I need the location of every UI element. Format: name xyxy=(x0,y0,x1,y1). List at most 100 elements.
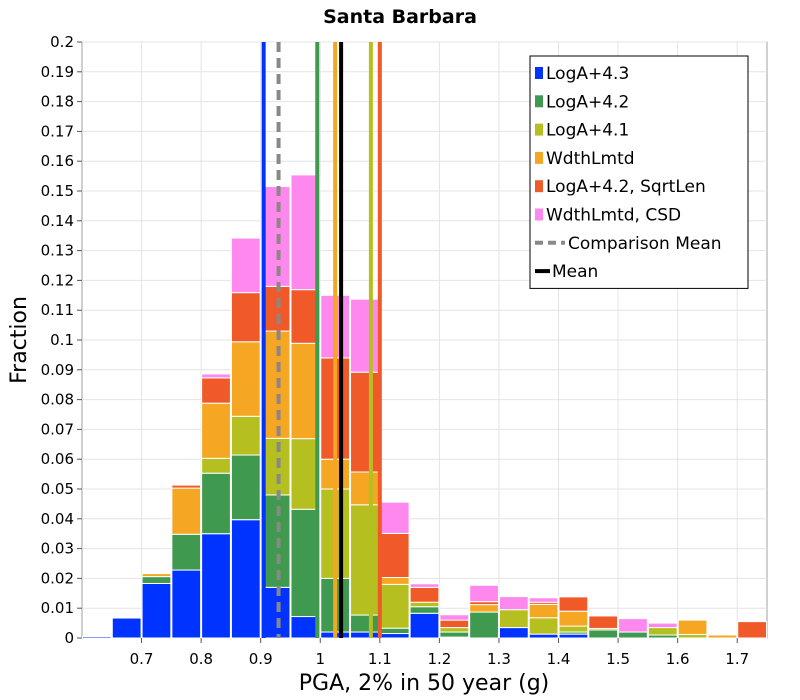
bar-segment xyxy=(201,457,231,474)
bar-segment xyxy=(111,617,142,639)
x-tick-label: 1.1 xyxy=(368,650,392,668)
y-tick-label: 0.05 xyxy=(41,480,74,498)
y-tick-label: 0.14 xyxy=(41,212,74,230)
bar-segment xyxy=(409,583,440,588)
bar-segment xyxy=(707,634,738,639)
y-tick-label: 0.11 xyxy=(41,301,74,319)
bar-segment xyxy=(230,292,261,343)
bar-segment xyxy=(350,371,380,473)
bar-segment xyxy=(588,615,619,629)
y-tick-label: 0.1 xyxy=(50,331,74,349)
bar-segment xyxy=(171,533,202,571)
legend-swatch xyxy=(535,67,543,79)
bar-segment xyxy=(230,519,261,639)
legend-label: WdthLmtd, CSD xyxy=(546,206,681,226)
bar-segment xyxy=(409,606,440,614)
x-tick-label: 1.2 xyxy=(427,650,451,668)
bar-segment xyxy=(260,437,291,496)
bar-segment xyxy=(290,289,321,344)
y-tick-label: 0.06 xyxy=(41,450,74,468)
bar-segment xyxy=(201,472,231,535)
bar-segment xyxy=(260,186,291,287)
y-tick-label: 0.12 xyxy=(41,271,74,289)
bar-segment xyxy=(82,636,112,639)
legend-label: LogA+4.2, SqrtLen xyxy=(546,177,706,197)
x-tick-label: 1.5 xyxy=(606,650,630,668)
x-axis-ticks: 0.7 0.8 0.9 1 1.1 1.2 1.3 1.4 1.5 1.6 1.7 xyxy=(130,638,749,668)
y-tick-label: 0.07 xyxy=(41,420,74,438)
legend-swatch xyxy=(535,95,543,108)
bar-segment xyxy=(379,577,410,585)
bar-segment xyxy=(379,627,410,635)
bar-segment xyxy=(201,402,231,459)
bar-segment xyxy=(588,629,619,639)
bar-segment xyxy=(201,373,231,379)
bar-segment xyxy=(558,625,589,633)
bar-segment xyxy=(409,586,440,603)
legend-box xyxy=(529,55,749,289)
bar-segment xyxy=(618,631,648,639)
bar-segment xyxy=(379,532,410,579)
bar-segment xyxy=(350,631,380,639)
bar-segment xyxy=(618,618,648,633)
bar-segment xyxy=(290,508,321,618)
legend-swatch xyxy=(535,208,543,221)
y-tick-label: 0.08 xyxy=(41,391,74,409)
bar-segment xyxy=(528,603,559,619)
legend-label: LogA+4.3 xyxy=(546,64,629,84)
bar-segment xyxy=(409,601,440,608)
y-tick-label: 0 xyxy=(64,629,74,647)
legend-label: LogA+4.1 xyxy=(546,121,629,141)
y-tick-label: 0.17 xyxy=(41,122,74,140)
bar-segment xyxy=(439,627,470,633)
bar-segment xyxy=(141,573,172,578)
legend-label: LogA+4.2 xyxy=(546,92,629,112)
bar-segment xyxy=(558,596,589,612)
y-tick-label: 0.2 xyxy=(50,33,74,51)
bar-segment xyxy=(469,604,499,613)
y-tick-label: 0.13 xyxy=(41,242,74,260)
bar-segment xyxy=(528,633,559,639)
y-axis-ticks: 0 0.01 0.02 0.03 0.04 0.05 0.06 0.07 0.08 0.09 0.1… xyxy=(41,33,82,647)
y-tick-label: 0.19 xyxy=(41,63,74,81)
bar-segment xyxy=(260,330,291,439)
legend-swatch xyxy=(535,123,543,136)
bar-segment xyxy=(379,501,410,534)
bar-segment xyxy=(141,582,172,639)
x-tick-label: 1.7 xyxy=(725,650,749,668)
bar-segment xyxy=(171,569,202,639)
bar-segment xyxy=(350,614,380,633)
legend-label: WdthLmtd xyxy=(546,149,635,169)
bar-segment xyxy=(439,614,470,621)
x-axis-title: PGA, 2% in 50 year (g) xyxy=(299,671,550,696)
x-tick-label: 1.6 xyxy=(666,650,690,668)
bar-segment xyxy=(737,621,768,639)
chart-title: Santa Barbara xyxy=(323,6,477,28)
bar-segment xyxy=(230,415,261,456)
bar-segment xyxy=(469,611,499,639)
bar-segment xyxy=(201,533,231,639)
bar-segment xyxy=(201,377,231,404)
bar-segment xyxy=(290,342,321,440)
bar-segment xyxy=(230,341,261,417)
bar-segment xyxy=(260,586,291,639)
bar-segment xyxy=(230,237,261,294)
y-tick-label: 0.16 xyxy=(41,152,74,170)
bar-segment xyxy=(469,584,499,603)
mean-lines xyxy=(261,42,382,638)
y-axis-title: Fraction xyxy=(7,296,32,384)
bar-segment xyxy=(379,633,410,639)
bar-segment xyxy=(439,631,470,638)
bar-segment xyxy=(141,576,172,584)
bar-segment xyxy=(647,622,678,629)
bar-segment xyxy=(677,633,708,639)
bar-segment xyxy=(171,484,202,489)
legend: LogA+4.3 LogA+4.2 LogA+4.1 WdthLmtd LogA+4.2… xyxy=(529,55,749,289)
bar-segment xyxy=(350,504,380,616)
bar-segment xyxy=(528,617,559,635)
bar-segment xyxy=(171,487,202,535)
x-tick-label: 0.7 xyxy=(130,650,154,668)
bar-segment xyxy=(558,633,589,639)
bar-segment xyxy=(498,609,529,629)
